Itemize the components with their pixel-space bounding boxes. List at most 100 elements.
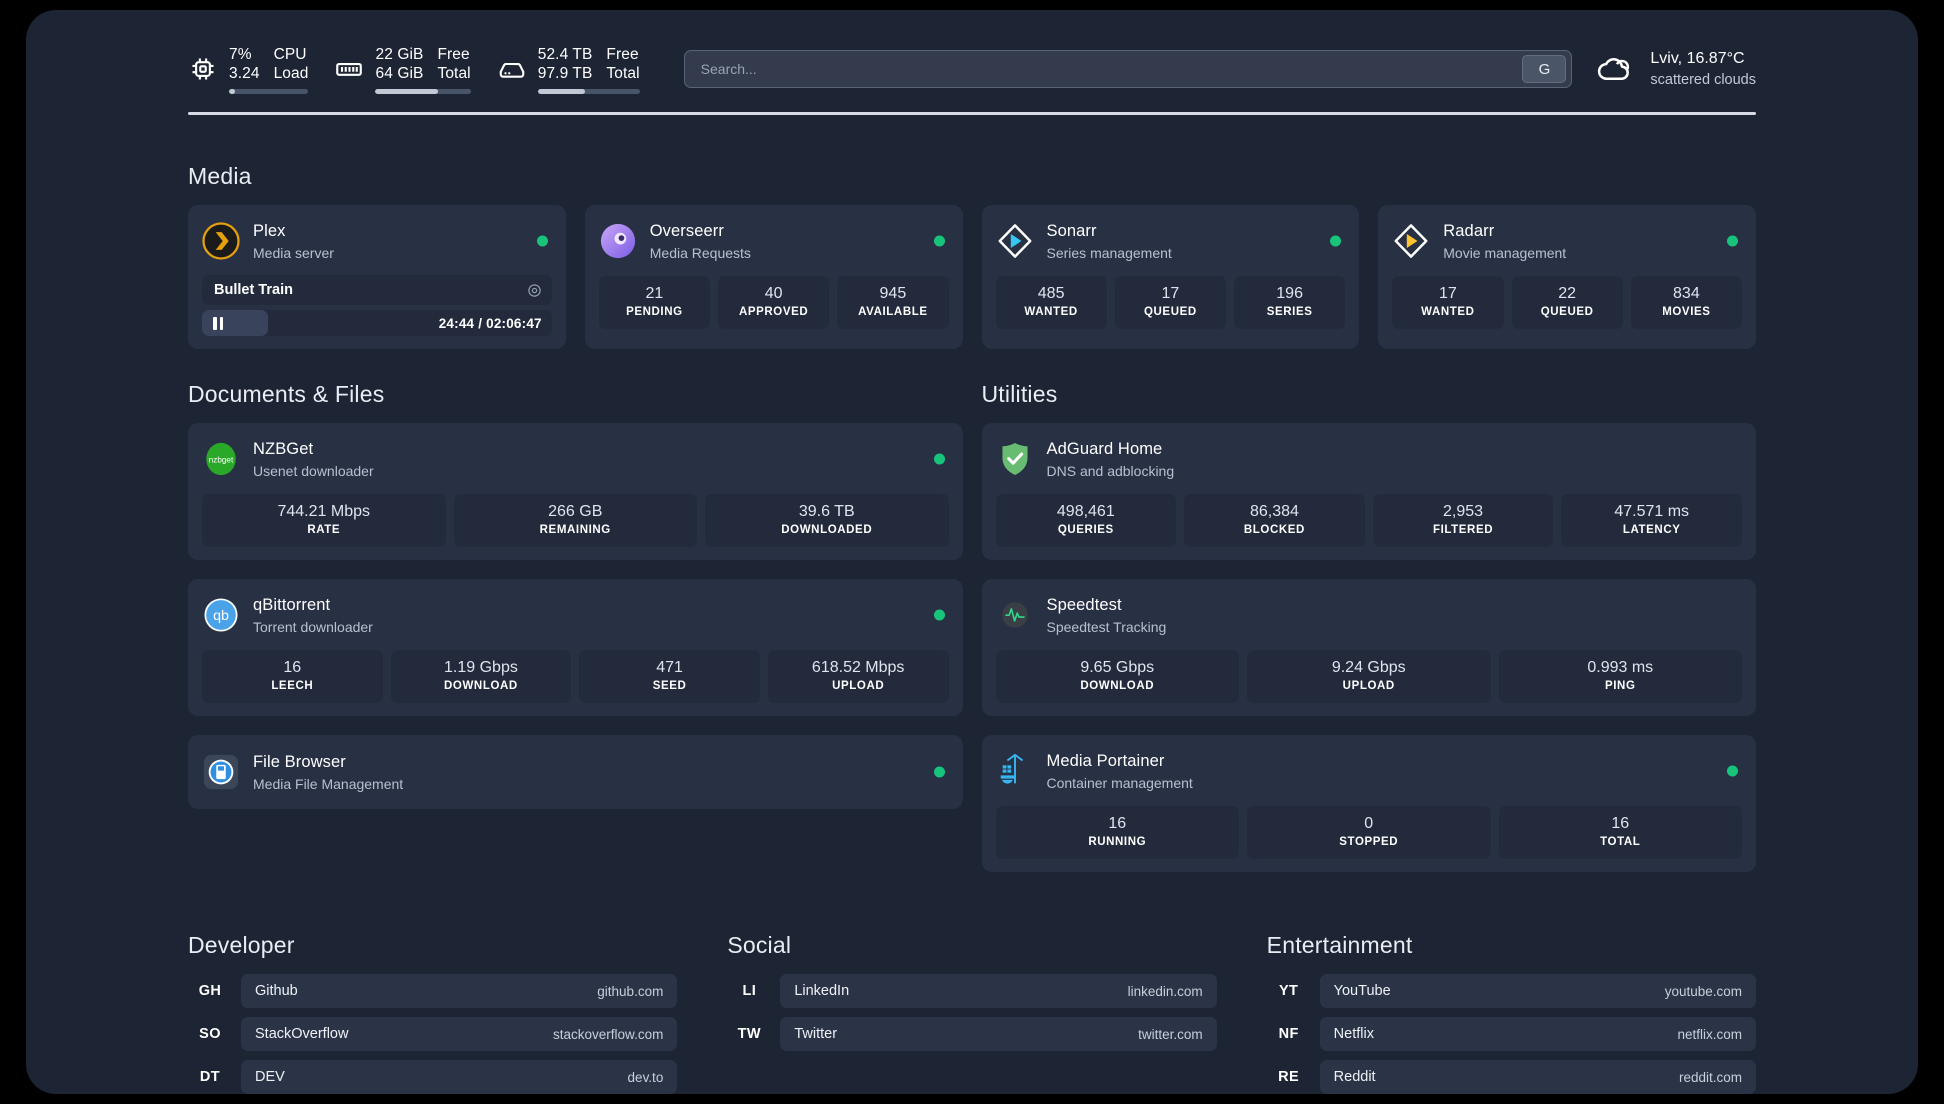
pause-icon[interactable] <box>213 316 223 330</box>
ram-icon <box>334 54 364 84</box>
media-card-grid: Plex Media server Bullet Train <box>188 205 1756 349</box>
stat-cell: 9.24 Gbps UPLOAD <box>1247 650 1491 703</box>
stat-label: PENDING <box>626 306 683 318</box>
bookmark-group-title: Entertainment <box>1266 932 1413 958</box>
card-stats-row: 16 LEECH 1.19 Gbps DOWNLOAD 471 SEED <box>202 650 949 703</box>
stat-label: LEECH <box>271 680 314 692</box>
service-card-sonarr[interactable]: Sonarr Series management 485 WANTED 17 Q… <box>981 205 1360 349</box>
bookmark-item[interactable]: NF Netflix netflix.com <box>1267 1017 1756 1051</box>
service-card-media-portainer[interactable]: Media Portainer Container management 16 … <box>981 735 1756 872</box>
status-indicator-dot <box>933 453 945 465</box>
stat-label: REMAINING <box>539 524 611 536</box>
card-stats-row: 744.21 Mbps RATE 266 GB REMAINING 39.6 T… <box>202 494 949 547</box>
bookmark-url: reddit.com <box>1678 1069 1742 1085</box>
stat-value: 744.21 Mbps <box>277 503 370 520</box>
bookmark-url: dev.to <box>627 1069 664 1085</box>
search-engine-button[interactable]: G <box>1522 55 1567 83</box>
bookmark-item[interactable]: LI LinkedIn linkedin.com <box>727 974 1217 1008</box>
bookmark-url: twitter.com <box>1138 1026 1203 1042</box>
bookmark-item[interactable]: TW Twitter twitter.com <box>727 1017 1217 1051</box>
section-title-utilities: Utilities <box>981 381 1058 407</box>
stat-value: 945 <box>879 285 907 302</box>
card-header: Sonarr Series management <box>996 218 1346 264</box>
stat-label: LATENCY <box>1622 524 1681 536</box>
service-card-nzbget[interactable]: nzbget NZBGet Usenet downloader <box>188 423 963 560</box>
card-subtitle: Movie management <box>1443 244 1567 261</box>
bookmark-pill[interactable]: Twitter twitter.com <box>780 1017 1217 1051</box>
stat-cell: 21 PENDING <box>598 276 710 329</box>
documents-card-list: nzbget NZBGet Usenet downloader <box>188 423 963 809</box>
service-card-qbittorrent[interactable]: qb qBittorrent Torrent downloader <box>188 579 963 716</box>
bookmark-item[interactable]: SO StackOverflow stackoverflow.com <box>188 1017 678 1051</box>
bookmark-pill[interactable]: Netflix netflix.com <box>1319 1017 1756 1051</box>
stat-value: 834 <box>1673 285 1700 302</box>
disk-widget: 52.4 TB 97.9 TB Free Total <box>497 45 640 94</box>
stat-cell: 39.6 TB DOWNLOADED <box>705 494 949 547</box>
card-stats-row: 498,461 QUERIES 86,384 BLOCKED 2,953 FIL… <box>995 494 1742 547</box>
bookmark-url: youtube.com <box>1664 983 1742 999</box>
stat-label: DOWNLOAD <box>444 680 518 692</box>
bookmark-pill[interactable]: YouTube youtube.com <box>1319 974 1756 1008</box>
card-title: qBittorrent <box>253 595 331 614</box>
service-card-file-browser[interactable]: File Browser Media File Management <box>188 735 963 809</box>
cpu-label: CPU <box>273 45 307 63</box>
stat-label: FILTERED <box>1432 524 1494 536</box>
bookmark-pill[interactable]: StackOverflow stackoverflow.com <box>241 1017 678 1051</box>
service-card-plex[interactable]: Plex Media server Bullet Train <box>188 205 566 349</box>
status-indicator-dot <box>1330 235 1342 247</box>
status-indicator-dot <box>1727 765 1738 777</box>
now-playing-elapsed: 24:44 <box>438 315 475 331</box>
stat-label: SEED <box>652 680 687 692</box>
bookmark-pill[interactable]: LinkedIn linkedin.com <box>780 974 1217 1008</box>
filebrowser-logo-icon <box>202 753 240 791</box>
plex-logo-icon <box>202 222 240 260</box>
stat-label: STOPPED <box>1339 836 1399 848</box>
stat-label: TOTAL <box>1600 836 1641 848</box>
stat-cell: 744.21 Mbps RATE <box>202 494 446 547</box>
bookmark-pill[interactable]: Github github.com <box>241 974 678 1008</box>
bookmark-item[interactable]: YT YouTube youtube.com <box>1267 974 1756 1008</box>
bookmark-name: Github <box>255 983 298 999</box>
stat-value: 618.52 Mbps <box>811 659 905 676</box>
portainer-logo-icon <box>996 752 1034 790</box>
service-card-speedtest[interactable]: Speedtest Speedtest Tracking 9.65 Gbps D… <box>981 579 1756 716</box>
disk-usage-bar <box>537 88 640 94</box>
overseerr-logo-icon <box>599 222 637 260</box>
stat-value: 2,953 <box>1443 503 1484 520</box>
search-box[interactable]: G <box>683 50 1573 88</box>
status-indicator-dot <box>933 235 945 247</box>
stat-cell: 86,384 BLOCKED <box>1184 494 1365 547</box>
weather-condition: scattered clouds <box>1650 71 1756 88</box>
section-title-media: Media <box>188 163 252 189</box>
now-playing-progress-row[interactable]: 24:44 / 02:06:47 <box>202 310 552 336</box>
speedtest-logo-icon <box>996 596 1034 634</box>
bookmark-item[interactable]: DT DEV dev.to <box>188 1060 678 1094</box>
bookmark-pill[interactable]: Reddit reddit.com <box>1319 1060 1756 1094</box>
bookmark-abbr: YT <box>1278 983 1299 999</box>
card-title: Plex <box>253 221 286 240</box>
stat-label: DOWNLOAD <box>1080 680 1155 692</box>
dashboard-page: 7% 3.24 CPU Load <box>26 10 1918 1094</box>
service-card-overseerr[interactable]: Overseerr Media Requests 21 PENDING 40 A… <box>584 205 963 349</box>
weather-widget: Lviv, 16.87°C scattered clouds <box>1594 48 1756 90</box>
card-subtitle: Series management <box>1046 244 1172 261</box>
bookmark-abbr: GH <box>198 983 222 999</box>
stat-value: 39.6 TB <box>798 503 855 520</box>
bookmark-item[interactable]: RE Reddit reddit.com <box>1267 1060 1756 1094</box>
service-card-radarr[interactable]: Radarr Movie management 17 WANTED 22 QUE… <box>1378 205 1756 349</box>
status-indicator-dot <box>933 766 945 778</box>
cpu-usage-value: 7% <box>229 45 252 63</box>
service-card-adguard-home[interactable]: AdGuard Home DNS and adblocking 498,461 … <box>981 423 1756 560</box>
bookmark-item[interactable]: GH Github github.com <box>188 974 678 1008</box>
bookmark-pill[interactable]: DEV dev.to <box>241 1060 678 1094</box>
cpu-load-label: Load <box>273 64 309 82</box>
gear-icon[interactable] <box>527 283 542 298</box>
stat-cell: 485 WANTED <box>995 276 1107 329</box>
bookmark-abbr: NF <box>1278 1026 1299 1042</box>
search-area: G <box>683 50 1573 88</box>
search-input[interactable] <box>700 61 1523 77</box>
card-subtitle: Media File Management <box>253 775 404 792</box>
bookmark-url: stackoverflow.com <box>553 1026 664 1042</box>
stat-cell: 16 LEECH <box>202 650 383 703</box>
stat-cell: 0.993 ms PING <box>1498 650 1742 703</box>
